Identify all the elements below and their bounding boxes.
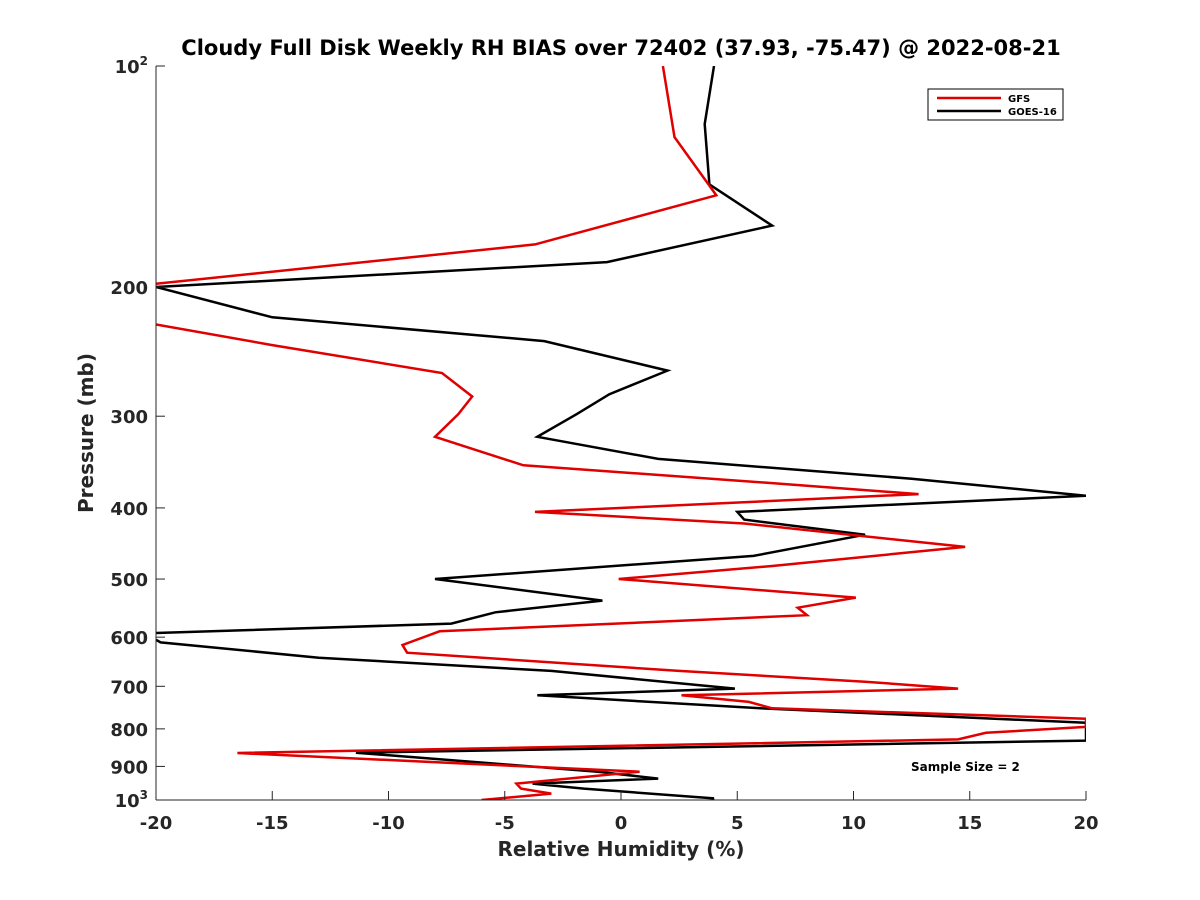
x-tick-label: 10	[841, 813, 866, 834]
series-line-gfs	[156, 66, 1086, 800]
series-layer	[156, 66, 1086, 800]
x-tick-label: -10	[372, 813, 405, 834]
x-tick-label: 0	[615, 813, 628, 834]
y-tick-label: 600	[110, 628, 148, 649]
x-tick-label: 5	[731, 813, 744, 834]
y-tick-label: 103	[115, 788, 148, 812]
chart-title: Cloudy Full Disk Weekly RH BIAS over 724…	[181, 36, 1060, 60]
y-tick-label: 800	[110, 720, 148, 741]
y-axis-label: Pressure (mb)	[74, 353, 98, 513]
x-tick-label: 20	[1073, 813, 1098, 834]
y-tick-label: 102	[115, 54, 148, 78]
legend-box	[927, 88, 1064, 121]
legend-label-goes16: GOES-16	[1008, 107, 1057, 118]
y-tick-label: 900	[110, 757, 148, 778]
y-tick-label: 200	[110, 278, 148, 299]
x-tick-label: -5	[495, 813, 515, 834]
y-tick-label: 400	[110, 499, 148, 520]
y-tick-label: 700	[110, 677, 148, 698]
x-tick-label: -15	[256, 813, 289, 834]
series-line-goes16	[156, 66, 1086, 800]
y-tick-label: 300	[110, 407, 148, 428]
x-tick-label: -20	[140, 813, 173, 834]
y-tick-layer: 102 200 300 400 500 600 700 800 900 103	[110, 54, 165, 812]
y-tick-label: 500	[110, 570, 148, 591]
x-tick-label: 15	[957, 813, 982, 834]
legend: GFS GOES-16	[927, 88, 1064, 121]
sample-size-annotation: Sample Size = 2	[911, 760, 1020, 774]
x-tick-layer: -20 -15 -10 -5 0 5 10 15 20	[140, 791, 1099, 834]
legend-label-gfs: GFS	[1008, 94, 1030, 105]
x-axis-label: Relative Humidity (%)	[497, 837, 744, 861]
